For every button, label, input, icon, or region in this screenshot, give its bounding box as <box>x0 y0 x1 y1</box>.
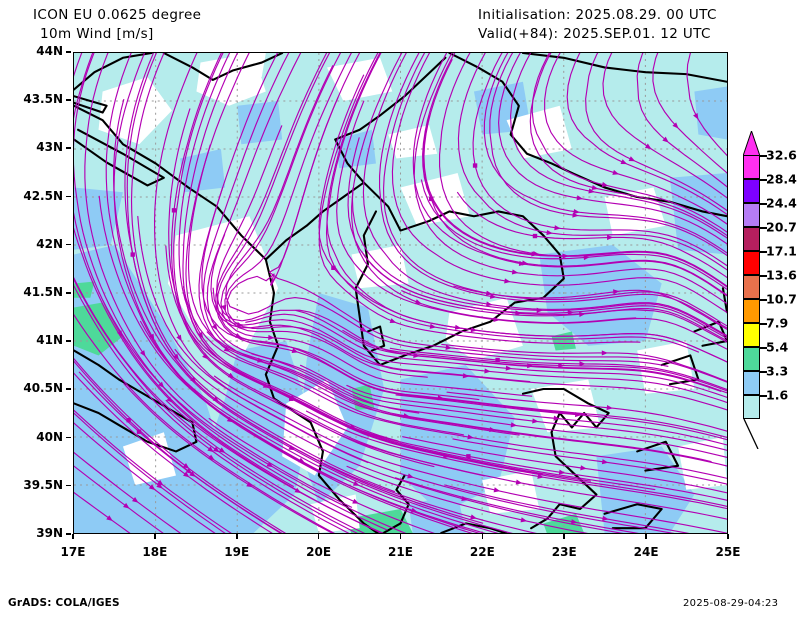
colorbar-top-arrow <box>743 131 760 156</box>
initialisation-label: Initialisation: 2025.08.29. 00 UTC <box>478 7 717 23</box>
colorbar-tick <box>760 323 767 325</box>
colorbar-tick-label: 7.9 <box>766 315 789 331</box>
colorbar-tick <box>760 275 767 277</box>
longitude-tick-label: 17E <box>60 545 86 559</box>
colorbar-bottom-tail <box>743 419 759 449</box>
colorbar-segment <box>743 203 760 227</box>
latitude-tick-label: 43N <box>36 140 63 155</box>
colorbar-tick-label: 10.7 <box>766 291 797 307</box>
colorbar-tick-label: 1.6 <box>766 387 789 403</box>
colorbar-segment <box>743 347 760 371</box>
colorbar-segment <box>743 371 760 395</box>
longitude-tick-label: 22E <box>469 545 495 559</box>
colorbar-tick <box>760 299 767 301</box>
field-title: 10m Wind [m/s] <box>40 26 154 42</box>
latitude-tick-label: 39N <box>36 526 63 540</box>
longitude-tick-mark <box>727 534 729 539</box>
render-timestamp: 2025-08-29-04:23 <box>683 598 779 609</box>
latitude-tick-mark <box>66 388 71 390</box>
colorbar-segment <box>743 227 760 251</box>
model-title: ICON EU 0.0625 degree <box>33 7 202 23</box>
colorbar-segment <box>743 155 760 179</box>
longitude-tick-mark <box>154 534 156 539</box>
latitude-tick-mark <box>66 533 71 535</box>
latitude-tick-label: 42N <box>36 236 63 251</box>
longitude-axis: 17E 18E 19E 20E 21E 22E 23E 24E 25E <box>61 534 740 564</box>
colorbar-tick <box>760 347 767 349</box>
colorbar-tick-label: 32.6 <box>766 147 797 163</box>
latitude-tick-mark <box>66 51 71 53</box>
latitude-tick-label: 40.5N <box>23 381 63 396</box>
colorbar-tick-label: 17.1 <box>766 243 797 259</box>
latitude-tick-mark <box>66 195 71 198</box>
latitude-tick-mark <box>66 243 71 246</box>
latitude-tick-mark <box>66 292 71 294</box>
colorbar-tick <box>760 251 767 253</box>
colorbar-tick-label: 20.7 <box>766 219 797 235</box>
colorbar-tick-label: 3.3 <box>766 363 789 379</box>
colorbar-segment <box>743 395 760 419</box>
latitude-tick-mark <box>66 340 71 342</box>
longitude-tick-label: 19E <box>224 545 250 559</box>
latitude-tick-label: 42.5N <box>23 188 63 203</box>
colorbar-segment <box>743 251 760 275</box>
grads-credit: GrADS: COLA/IGES <box>8 597 120 609</box>
colorbar-tick <box>760 179 767 181</box>
latitude-axis: 39N 39.5N 40N 40.5N 41N 41.5N 42N 42.5N 43N 43.5N… <box>0 44 71 540</box>
latitude-tick-label: 39.5N <box>23 477 63 492</box>
map-plot-area <box>73 52 728 534</box>
longitude-tick-mark <box>399 534 402 539</box>
longitude-tick-label: 23E <box>551 545 577 559</box>
colorbar-tick <box>760 155 767 157</box>
colorbar-segment <box>743 299 760 323</box>
longitude-tick-mark <box>481 534 484 539</box>
longitude-tick-mark <box>563 534 566 539</box>
longitude-tick-mark <box>72 534 74 539</box>
latitude-tick-label: 40N <box>36 429 63 444</box>
latitude-tick-mark <box>66 436 71 439</box>
longitude-tick-label: 21E <box>388 545 413 559</box>
colorbar-tick-label: 28.4 <box>766 171 797 187</box>
colorbar-tick <box>760 203 767 205</box>
latitude-tick-label: 43.5N <box>23 92 63 107</box>
longitude-tick-mark <box>235 534 238 539</box>
latitude-tick-mark <box>66 99 71 101</box>
latitude-tick-mark <box>66 484 71 487</box>
colorbar-tick-label: 24.4 <box>766 195 797 211</box>
colorbar-segment <box>743 179 760 203</box>
colorbar-tick <box>760 371 767 373</box>
latitude-tick-mark <box>66 147 71 149</box>
latitude-tick-label: 41N <box>36 333 63 348</box>
colorbar-tick-label: 5.4 <box>766 339 789 355</box>
longitude-tick-label: 24E <box>633 545 659 559</box>
colorbar-segment <box>743 275 760 299</box>
latitude-tick-label: 44N <box>36 44 63 58</box>
longitude-tick-mark <box>317 534 320 539</box>
colorbar-tick <box>760 395 767 397</box>
longitude-tick-label: 20E <box>306 545 332 559</box>
colorbar-tick-label: 13.6 <box>766 267 797 283</box>
colorbar <box>743 155 760 419</box>
valid-time-label: Valid(+84): 2025.SEP.01. 12 UTC <box>478 26 711 42</box>
wind-streamlines <box>74 53 727 533</box>
longitude-tick-label: 25E <box>715 545 741 559</box>
longitude-tick-label: 18E <box>142 545 168 559</box>
longitude-tick-mark <box>645 534 647 539</box>
colorbar-segment <box>743 323 760 347</box>
colorbar-tick <box>760 227 767 229</box>
latitude-tick-label: 41.5N <box>23 285 63 299</box>
